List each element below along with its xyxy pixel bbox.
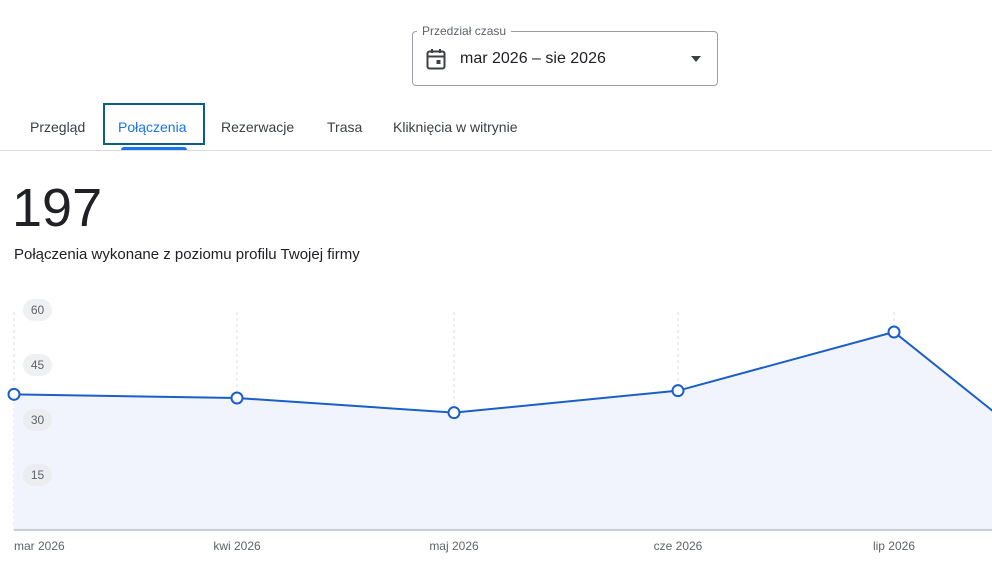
x-tick-label: kwi 2026	[213, 539, 261, 553]
tab-bar: Przegląd Połączenia Rezerwacje Trasa Kli…	[0, 100, 992, 151]
date-range-value[interactable]: mar 2026 – sie 2026	[460, 50, 606, 67]
x-tick-label: cze 2026	[654, 539, 703, 553]
metric-description: Połączenia wykonane z poziomu profilu Tw…	[14, 246, 360, 263]
data-point	[887, 325, 901, 339]
y-tick-label: 30	[31, 413, 45, 427]
series-area	[14, 332, 992, 530]
dropdown-caret-icon[interactable]	[690, 56, 702, 62]
date-range-select[interactable]	[412, 31, 718, 86]
tab-rezerwacje[interactable]: Rezerwacje	[221, 119, 295, 135]
series-line	[13, 330, 992, 414]
y-tick-label: 60	[31, 303, 45, 317]
metric-total: 197	[12, 178, 103, 238]
tab-klikniecia[interactable]: Kliknięcia w witrynie	[393, 119, 518, 135]
tab-focus-ring	[103, 103, 205, 145]
tab-trasa[interactable]: Trasa	[327, 119, 363, 135]
calendar-icon	[426, 49, 446, 70]
y-tick-label: 15	[31, 468, 45, 482]
data-point	[7, 387, 21, 401]
active-tab-indicator	[121, 147, 187, 150]
x-tick-label: mar 2026	[14, 539, 65, 553]
y-tick-pill	[23, 354, 52, 376]
calls-chart: 60 45 30 15 mar 2026 kwi 2026 maj 2026 cze 2026…	[7, 299, 992, 553]
tab-polaczenia[interactable]: Połączenia	[118, 119, 187, 135]
date-range-label: Przedział czasu	[417, 23, 512, 39]
y-tick-label: 45	[31, 358, 45, 372]
tab-przeglad[interactable]: Przegląd	[30, 119, 86, 135]
data-point	[671, 384, 685, 398]
x-tick-label: maj 2026	[429, 539, 479, 553]
data-point	[230, 391, 244, 405]
y-tick-pill	[23, 464, 52, 486]
data-point	[447, 406, 461, 420]
x-tick-label: lip 2026	[873, 539, 915, 553]
y-tick-pill	[23, 409, 52, 431]
y-tick-pill	[23, 299, 52, 321]
